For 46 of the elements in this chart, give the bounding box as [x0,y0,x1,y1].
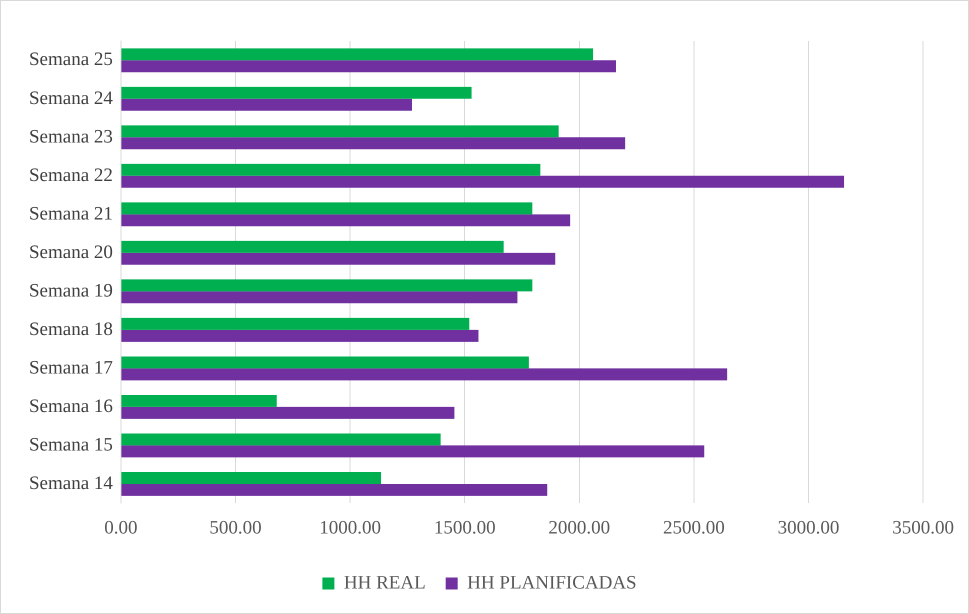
bar [121,214,570,226]
y-tick-label: Semana 23 [28,126,113,148]
legend-label: HH PLANIFICADAS [467,572,637,594]
y-tick-label: Semana 20 [28,242,113,263]
y-tick-label: Semana 14 [28,472,114,494]
y-tick-label: Semana 25 [28,49,113,70]
bar [121,484,548,496]
x-tick-label: 1000.00 [319,518,381,539]
bar [121,356,529,368]
x-tick-label: 500.00 [209,518,262,539]
bar [121,125,559,138]
bar [121,291,518,304]
bar [121,368,728,380]
y-tick-label: Semana 15 [28,434,113,456]
bar [121,137,626,150]
bar [121,330,478,342]
x-tick-label: 0.00 [104,518,138,539]
y-tick-label: Semana 24 [28,88,114,109]
y-tick-label: Semana 21 [28,203,113,224]
y-tick-label: Semana 18 [28,318,113,340]
bar [121,433,441,446]
bar [121,86,472,99]
bar [121,176,844,188]
bar [121,240,504,253]
x-tick-label: 2500.00 [663,518,725,539]
bar [121,60,616,72]
y-tick-label: Semana 19 [28,280,113,302]
bar [121,202,532,214]
bar [121,406,454,419]
x-tick-label: 3500.00 [892,518,954,539]
bar [121,98,412,111]
y-tick-label: Semana 22 [28,164,113,186]
bar [121,279,532,292]
bar [121,472,382,484]
bar [121,318,470,330]
y-tick-label: Semana 16 [28,396,113,417]
bar [121,394,277,407]
bar [121,48,594,60]
bar [121,445,704,458]
y-tick-label: Semana 17 [28,357,113,378]
bar [121,164,540,176]
x-tick-label: 2000.00 [548,518,610,539]
bar [121,252,556,265]
x-tick-label: 1500.00 [434,518,496,539]
legend-label: HH REAL [344,572,426,594]
x-tick-label: 3000.00 [778,518,840,539]
